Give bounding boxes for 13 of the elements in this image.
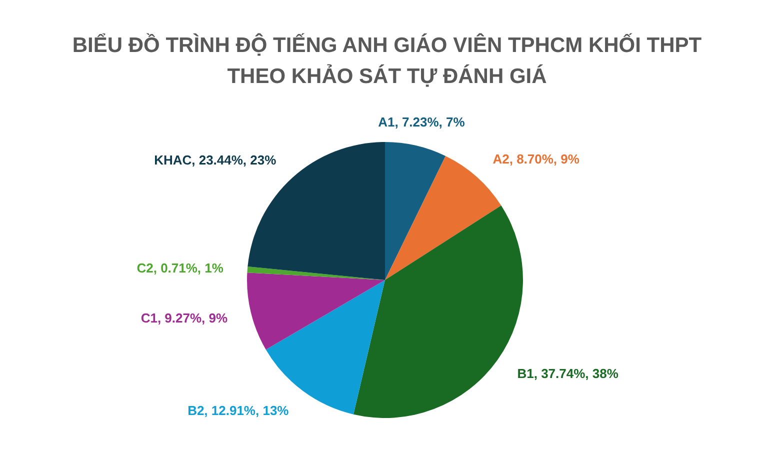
slice-label: B2, 12.91%, 13% bbox=[188, 402, 290, 418]
pie-slice bbox=[385, 142, 446, 280]
pie-slice bbox=[247, 266, 385, 280]
slice-label: B1, 37.74%, 38% bbox=[517, 366, 619, 382]
slice-label: C1, 9.27%, 9% bbox=[140, 310, 228, 326]
pie-slice bbox=[248, 142, 385, 280]
pie-slice bbox=[266, 280, 385, 414]
slice-label: A1, 7.23%, 7% bbox=[378, 114, 466, 130]
chart-title: BIỂU ĐỒ TRÌNH ĐỘ TIẾNG ANH GIÁO VIÊN TPHCM KHỐI THPT THEO KHẢO SÁT TỰ ĐÁNH GIÁ bbox=[72, 33, 702, 88]
slice-label: A2, 8.70%, 9% bbox=[492, 152, 580, 167]
slice-label: C2, 0.71%, 1% bbox=[136, 260, 224, 276]
pie-slice bbox=[247, 272, 385, 350]
slice-label: KHAC, 23.44%, 23% bbox=[154, 152, 277, 168]
